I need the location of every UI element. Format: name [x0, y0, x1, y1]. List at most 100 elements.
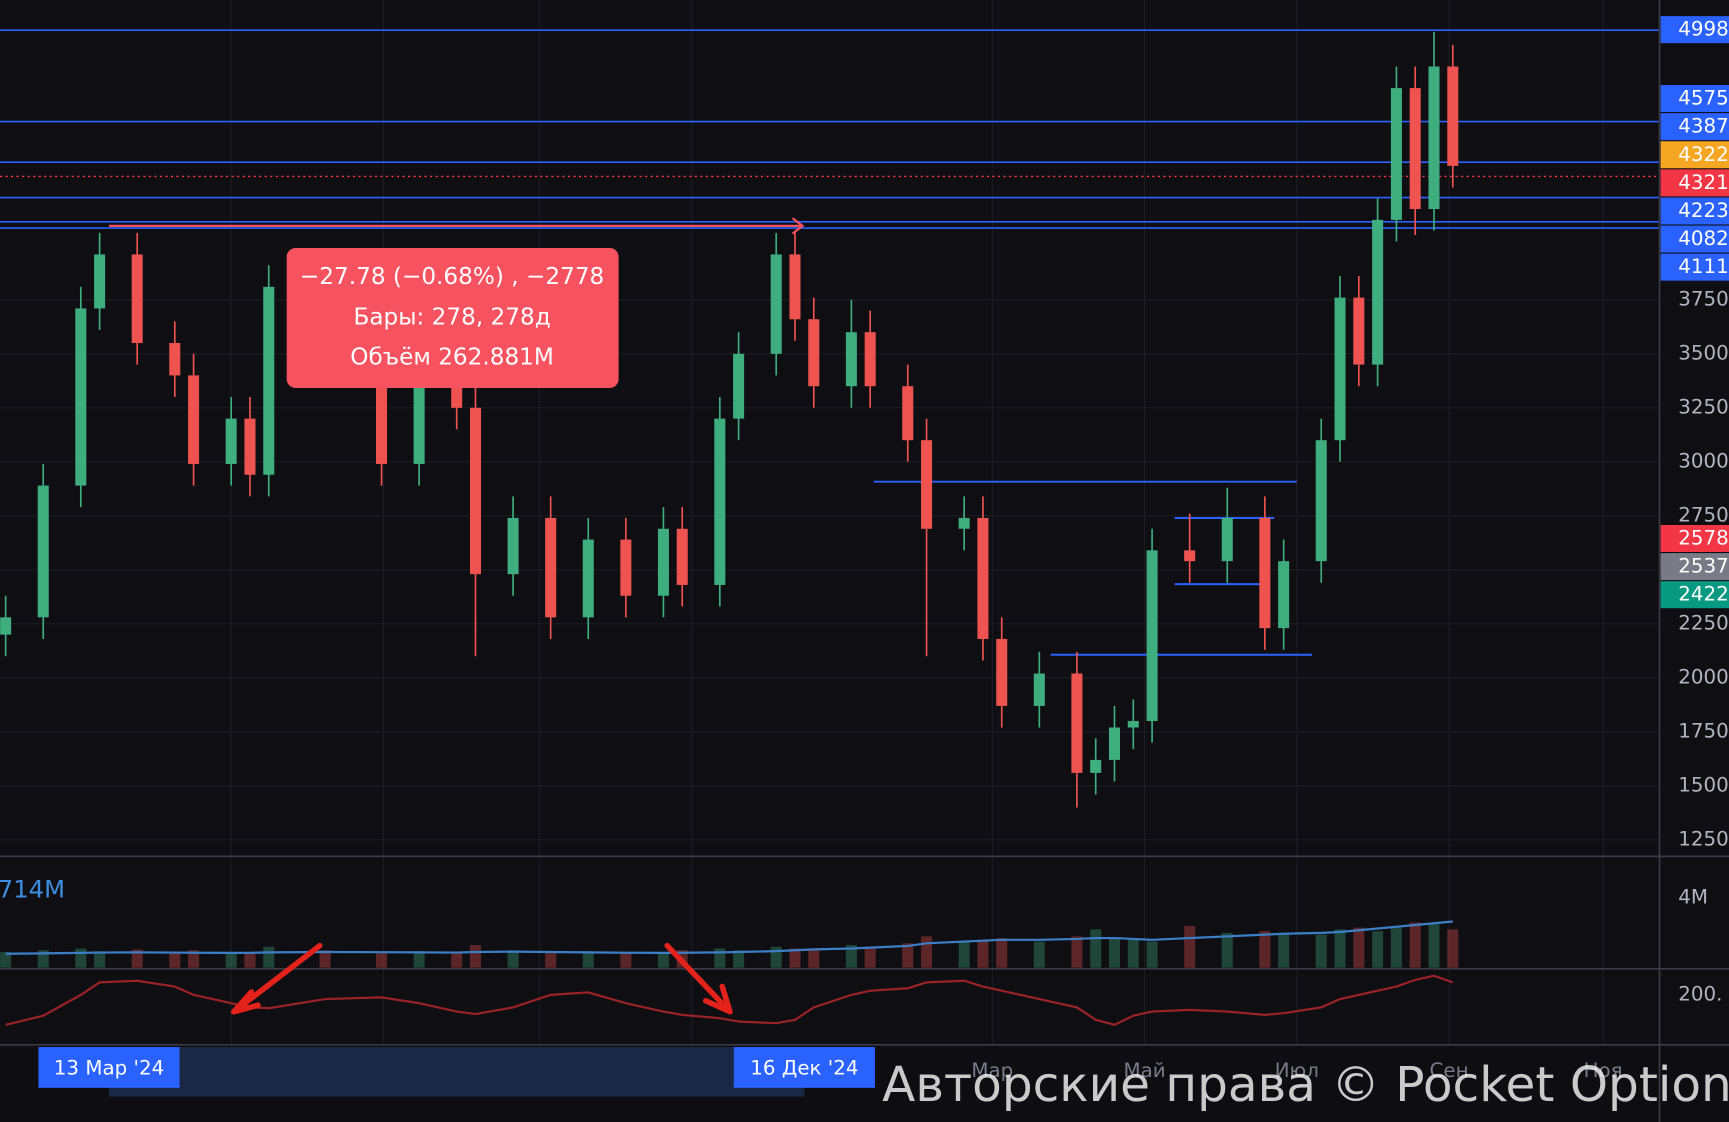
candle-body	[789, 254, 801, 320]
volume-bar	[263, 946, 275, 968]
y-tick-label: 2750	[1678, 503, 1728, 526]
candle-body	[620, 539, 632, 596]
volume-bar	[1108, 938, 1121, 968]
volume-bar	[169, 952, 181, 968]
range-highlight	[109, 1047, 805, 1097]
candle-body	[1071, 673, 1083, 773]
volume-bar	[37, 950, 49, 968]
volume-bar	[1428, 924, 1440, 968]
candle-body	[1108, 727, 1121, 760]
candle-body	[545, 517, 557, 618]
price-badge	[1660, 253, 1729, 281]
x-tick-label: Мар	[971, 1059, 1013, 1082]
candle-body	[469, 407, 482, 575]
candle-body	[657, 528, 669, 596]
y-tick-label: 3750	[1678, 287, 1728, 310]
volume-bar	[1033, 941, 1045, 968]
volume-bar	[451, 952, 463, 968]
volume-bar	[131, 949, 143, 968]
volume-bar	[808, 950, 820, 968]
candle-body	[188, 375, 200, 464]
candle-body	[1353, 297, 1365, 365]
price-badge	[1660, 113, 1729, 141]
candle-body	[1090, 759, 1102, 773]
candle-body	[263, 286, 275, 475]
price-badge-label: 4998	[1678, 18, 1728, 41]
i-tick-label: 200.	[1678, 982, 1722, 1005]
volume-bar	[1071, 936, 1083, 968]
candle-body	[244, 418, 256, 475]
candle-body	[94, 254, 106, 309]
y-tick-label: 2000	[1678, 665, 1728, 688]
candle-body	[169, 342, 181, 376]
candle-body	[958, 517, 970, 529]
price-badge	[1660, 225, 1729, 253]
volume-bar	[977, 939, 989, 968]
candle-body	[1221, 517, 1233, 562]
candle-body	[1184, 550, 1196, 562]
volume-bar	[789, 948, 801, 968]
candle-body	[1334, 297, 1346, 441]
range-mark-label: 13 Мар '24	[54, 1057, 164, 1080]
volume-bar	[0, 952, 12, 968]
candle-body	[1372, 219, 1384, 365]
measure-text: Бары: 278, 278д	[353, 304, 550, 330]
price-badge	[1660, 524, 1729, 552]
volume-bar	[1409, 922, 1421, 968]
candle-body	[582, 539, 594, 618]
candle-body	[451, 375, 463, 408]
volume-bar	[1390, 925, 1402, 968]
candle-body	[1428, 66, 1440, 210]
volume-bar	[507, 950, 519, 968]
volume-bar	[620, 952, 632, 968]
volume-bar	[469, 945, 482, 968]
price-badge	[1660, 581, 1729, 609]
y-tick-label: 1500	[1678, 773, 1728, 796]
candle-body	[733, 353, 745, 419]
measure-tooltip	[286, 247, 619, 388]
candle-body	[1390, 88, 1402, 220]
candle-body	[921, 440, 933, 529]
candle-body	[1146, 550, 1158, 722]
price-badge-label: 4575	[1678, 87, 1728, 110]
candle-body	[131, 254, 143, 343]
volume-bar	[657, 952, 669, 968]
y-tick-label: 2250	[1678, 611, 1728, 634]
range-mark-box	[733, 1047, 875, 1088]
volume-bar	[188, 950, 200, 968]
volume-bar	[545, 952, 557, 968]
range-mark-label: 16 Дек '24	[750, 1057, 858, 1080]
y-tick-label: 1250	[1678, 827, 1728, 850]
candle-body	[0, 617, 12, 635]
volume-bar	[94, 951, 106, 968]
volume-bar	[921, 936, 933, 968]
volume-bar	[845, 945, 857, 968]
arrow	[664, 942, 733, 1015]
candle-body	[413, 375, 425, 464]
x-tick-label: Июл	[1275, 1059, 1319, 1082]
price-badge-label: 4111	[1678, 255, 1728, 278]
price-badge	[1660, 16, 1729, 44]
volume-bar	[770, 946, 782, 968]
candle-body	[507, 517, 519, 575]
candle-body	[1033, 673, 1045, 706]
price-badge-label: 4387	[1678, 115, 1728, 138]
volume-bar	[1334, 929, 1346, 968]
candle-body	[770, 254, 782, 354]
y-tick-label: 3500	[1678, 341, 1728, 364]
price-badge	[1660, 85, 1729, 113]
measure-arrow	[791, 217, 805, 235]
price-badge	[1660, 169, 1729, 197]
candle-body	[376, 332, 388, 464]
volume-ma-line	[5, 920, 1453, 955]
volume-bar	[1127, 939, 1139, 968]
volume-bar	[1146, 941, 1158, 968]
measure-text: Объём 262.881M	[350, 345, 554, 371]
volume-bar	[1259, 931, 1271, 968]
candle-body	[902, 386, 914, 441]
volume-bar	[1090, 929, 1102, 968]
candle-body	[1315, 440, 1327, 562]
volume-label: 714M	[0, 875, 65, 904]
arrow	[231, 942, 323, 1015]
